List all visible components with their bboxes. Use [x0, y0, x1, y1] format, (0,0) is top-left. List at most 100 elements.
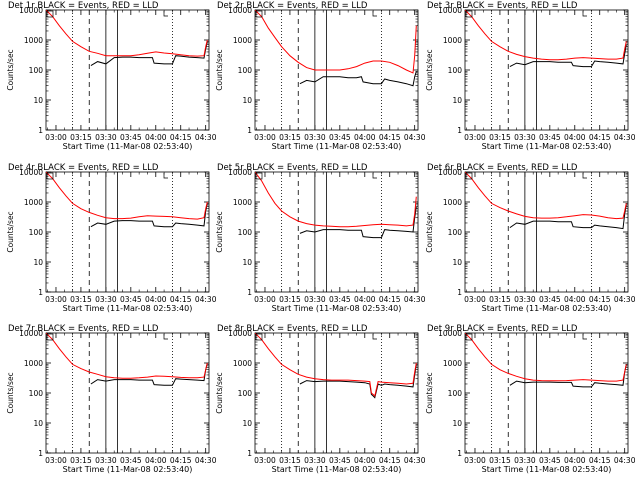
chart-panel-2: Det 2r BLACK = Events, RED = LLD 1 10 100 10…: [215, 1, 426, 151]
y-tick-label: 10000: [228, 329, 252, 338]
series-line-lld: [46, 333, 208, 379]
y-tick-label: 1: [457, 449, 462, 458]
x-tick-label: 03:00: [254, 456, 276, 465]
y-tick-label: 10000: [228, 168, 252, 177]
x-tick-label: 03:15: [279, 295, 301, 304]
x-tick-label: 03:45: [539, 456, 561, 465]
series-line-lld: [255, 172, 417, 228]
y-tick-label: 1: [38, 288, 43, 297]
x-tick-label: 03:30: [304, 456, 326, 465]
y-tick-label: 10: [452, 96, 462, 105]
corner-marker: [372, 173, 377, 179]
y-axis-label: Counts/sec: [215, 49, 224, 90]
corner-marker: [582, 334, 587, 340]
x-axis-label: Start Time (11-Mar-08 02:53:40): [272, 465, 402, 474]
y-tick-label: 1000: [24, 359, 43, 368]
y-tick-label: 1000: [233, 36, 252, 45]
corner-marker: [582, 11, 587, 17]
x-axis-label: Start Time (11-Mar-08 02:53:40): [272, 304, 402, 313]
x-tick-label: 03:45: [329, 456, 351, 465]
series-line-events: [299, 364, 417, 399]
x-tick-label: 03:15: [70, 295, 92, 304]
x-axis-label: Start Time (11-Mar-08 02:53:40): [482, 465, 612, 474]
y-axis-label: Counts/sec: [215, 211, 224, 252]
x-tick-label: 04:00: [354, 295, 376, 304]
x-tick-label: 04:30: [614, 456, 636, 465]
series-line-lld: [46, 172, 208, 220]
series-line-lld: [465, 10, 627, 61]
x-axis-label: Start Time (11-Mar-08 02:53:40): [482, 142, 612, 151]
y-tick-label: 1: [247, 288, 252, 297]
x-tick-label: 03:30: [95, 295, 117, 304]
plot-frame: [45, 171, 210, 293]
corner-marker: [255, 172, 263, 180]
y-tick-label: 100: [448, 66, 463, 75]
y-axis-label: Counts/sec: [6, 372, 15, 413]
y-tick-label: 10000: [438, 329, 462, 338]
x-tick-label: 03:00: [45, 295, 67, 304]
y-tick-label: 1000: [443, 36, 462, 45]
plot-frame: [464, 171, 629, 293]
plot-frame: [464, 9, 629, 131]
series-line-lld: [255, 10, 417, 74]
x-tick-label: 03:45: [329, 133, 351, 142]
x-tick-label: 03:00: [45, 456, 67, 465]
y-tick-label: 100: [448, 389, 463, 398]
chart-title: Det 1r BLACK = Events, RED = LLD: [8, 1, 159, 11]
x-axis-label: Start Time (11-Mar-08 02:53:40): [482, 304, 612, 313]
chart-title: Det 4r BLACK = Events, RED = LLD: [8, 163, 159, 173]
chart-panel-3: Det 3r BLACK = Events, RED = LLD 1 10 100 10…: [425, 1, 636, 151]
series-line-lld: [465, 333, 627, 382]
series-line-lld: [465, 172, 627, 220]
corner-marker: [163, 173, 168, 179]
y-tick-label: 10000: [438, 6, 462, 15]
series-line-events: [299, 206, 417, 239]
chart-panel-4: Det 4r BLACK = Events, RED = LLD 1 10 100 10…: [6, 163, 217, 313]
y-tick-label: 10000: [438, 168, 462, 177]
plot-frame: [464, 332, 629, 454]
x-tick-label: 04:30: [195, 133, 217, 142]
x-axis-label: Start Time (11-Mar-08 02:53:40): [63, 304, 193, 313]
x-tick-label: 03:00: [464, 295, 486, 304]
y-tick-label: 1000: [233, 198, 252, 207]
x-tick-label: 03:45: [120, 456, 142, 465]
corner-marker: [372, 11, 377, 17]
x-tick-label: 04:30: [195, 456, 217, 465]
plot-frame: [254, 332, 419, 454]
chart-panel-7: Det 7r BLACK = Events, RED = LLD 1 10 100 10…: [6, 324, 217, 474]
y-tick-label: 10000: [228, 6, 252, 15]
y-axis-label: Counts/sec: [425, 372, 434, 413]
x-tick-label: 03:00: [254, 133, 276, 142]
y-axis-label: Counts/sec: [425, 49, 434, 90]
series-line-events: [299, 71, 417, 87]
y-tick-label: 10000: [19, 329, 43, 338]
y-tick-label: 10: [33, 258, 43, 267]
x-tick-label: 03:45: [120, 133, 142, 142]
chart-panel-6: Det 6r BLACK = Events, RED = LLD 1 10 100 10…: [425, 163, 636, 313]
series-line-events: [90, 362, 208, 386]
x-tick-label: 04:15: [170, 295, 192, 304]
y-tick-label: 10000: [19, 168, 43, 177]
series-line-events: [509, 364, 627, 388]
series-line-lld: [46, 10, 208, 57]
chart-title: Det 6r BLACK = Events, RED = LLD: [427, 163, 578, 173]
x-tick-label: 04:15: [589, 456, 611, 465]
series-line-events: [509, 204, 627, 230]
chart-title: Det 9r BLACK = Events, RED = LLD: [427, 324, 578, 334]
corner-marker: [163, 334, 168, 340]
x-tick-label: 04:15: [379, 133, 401, 142]
chart-title: Det 2r BLACK = Events, RED = LLD: [217, 1, 368, 11]
x-tick-label: 04:00: [145, 456, 167, 465]
x-tick-label: 04:15: [379, 295, 401, 304]
y-tick-label: 10: [452, 258, 462, 267]
corner-marker: [372, 334, 377, 340]
y-tick-label: 10: [242, 258, 252, 267]
y-tick-label: 10000: [19, 6, 43, 15]
x-tick-label: 04:00: [354, 456, 376, 465]
chart-title: Det 5r BLACK = Events, RED = LLD: [217, 163, 368, 173]
y-tick-label: 100: [448, 228, 463, 237]
y-tick-label: 100: [29, 66, 44, 75]
chart-panel-8: Det 8r BLACK = Events, RED = LLD 1 10 100 10…: [215, 324, 426, 474]
y-tick-label: 100: [238, 66, 253, 75]
